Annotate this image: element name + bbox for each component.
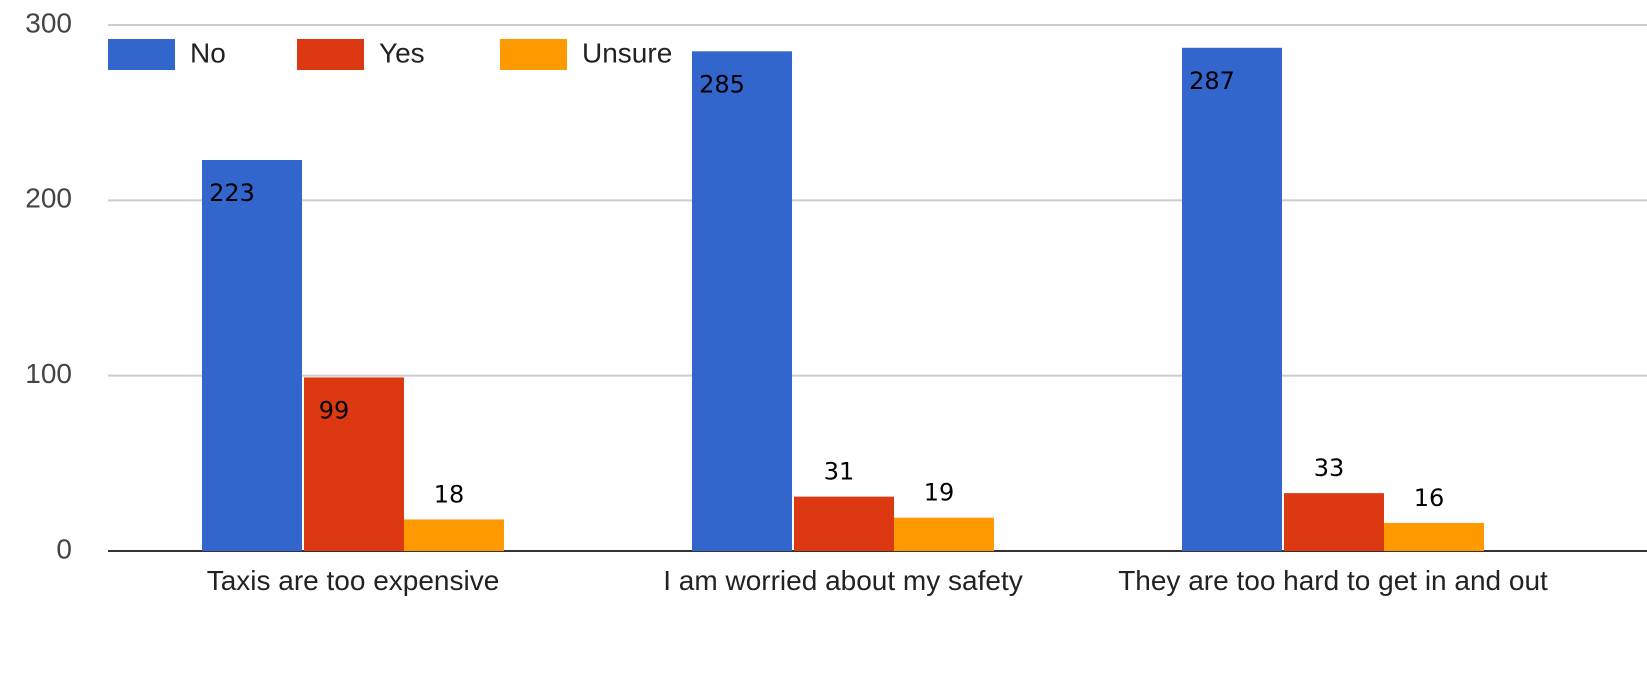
bar: [202, 160, 302, 552]
legend-swatch: [500, 39, 567, 70]
data-label: 18: [434, 480, 465, 508]
data-label: 287: [1189, 67, 1235, 95]
data-label: 31: [824, 458, 855, 486]
y-tick-label: 0: [56, 533, 72, 564]
bar: [1182, 47, 1282, 551]
x-tick-label: They are too hard to get in and out: [1118, 565, 1548, 596]
x-tick-label: I am worried about my safety: [663, 565, 1023, 596]
bar: [404, 519, 504, 551]
data-label: 99: [319, 396, 350, 424]
data-label: 19: [924, 479, 955, 507]
legend-swatch: [297, 39, 364, 70]
y-tick-label: 100: [25, 358, 72, 389]
bar: [894, 517, 994, 551]
data-label: 223: [209, 179, 255, 207]
bar: [692, 51, 792, 552]
bar: [794, 496, 894, 551]
y-tick-label: 300: [25, 7, 72, 38]
legend-label: Yes: [379, 37, 425, 68]
x-tick-label: Taxis are too expensive: [206, 565, 500, 596]
bar: [304, 377, 404, 551]
bar: [1384, 522, 1484, 551]
data-label: 33: [1314, 454, 1345, 482]
data-label: 285: [699, 70, 745, 98]
legend-swatch: [108, 39, 175, 70]
data-label: 16: [1414, 484, 1445, 512]
legend-label: Unsure: [582, 37, 672, 68]
legend-label: No: [190, 37, 226, 68]
y-tick-label: 200: [25, 183, 72, 214]
bar: [1284, 493, 1384, 551]
